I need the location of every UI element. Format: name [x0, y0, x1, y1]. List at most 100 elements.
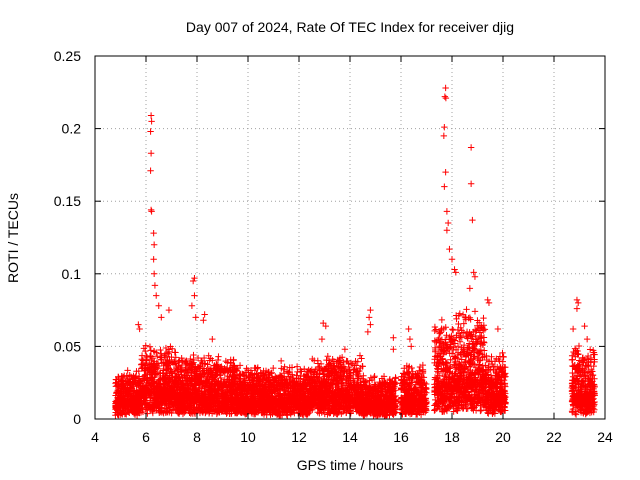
data-point — [116, 401, 124, 408]
data-point — [149, 380, 157, 387]
data-point — [158, 354, 165, 361]
data-point — [169, 403, 177, 410]
data-point — [161, 350, 169, 358]
data-point — [115, 389, 122, 397]
data-point — [143, 353, 151, 361]
data-point — [226, 373, 233, 381]
data-point — [136, 377, 143, 385]
grid-lines — [95, 56, 605, 419]
data-point — [156, 383, 163, 390]
data-point — [126, 380, 133, 387]
data-point — [126, 371, 133, 379]
data-point — [142, 399, 149, 407]
data-point — [166, 405, 174, 413]
data-point — [143, 394, 150, 402]
data-point — [144, 410, 151, 417]
data-point — [194, 405, 202, 412]
data-point — [181, 373, 188, 380]
data-point — [174, 374, 181, 381]
data-point — [148, 401, 155, 409]
data-point — [214, 408, 222, 415]
data-point — [164, 396, 172, 403]
data-point — [121, 410, 129, 418]
data-point — [155, 403, 162, 411]
data-point — [113, 399, 120, 406]
data-point — [219, 382, 226, 390]
data-point — [189, 360, 196, 367]
data-point — [125, 408, 132, 416]
data-point — [143, 401, 151, 408]
data-point — [128, 406, 136, 414]
data-point — [156, 407, 163, 415]
data-point — [215, 353, 222, 360]
data-point — [164, 356, 171, 364]
data-point — [155, 370, 163, 377]
data-point — [212, 372, 219, 379]
data-point — [160, 409, 167, 417]
data-point — [139, 406, 146, 413]
data-point — [119, 395, 126, 403]
data-point — [117, 379, 125, 387]
data-point — [166, 360, 173, 368]
data-point — [175, 358, 182, 366]
data-point — [184, 365, 192, 372]
data-point — [153, 353, 161, 360]
data-point — [112, 402, 120, 409]
data-point — [142, 342, 149, 349]
data-point — [123, 388, 131, 395]
data-point — [149, 368, 157, 376]
data-point — [151, 405, 158, 412]
data-point — [217, 374, 224, 382]
data-point — [144, 375, 151, 383]
data-point — [120, 389, 127, 396]
data-point — [160, 359, 167, 366]
data-point — [124, 401, 131, 408]
data-point — [166, 378, 173, 385]
data-point — [142, 347, 149, 355]
data-point — [153, 349, 160, 356]
data-point — [175, 408, 182, 416]
data-point — [133, 396, 140, 404]
data-points — [112, 84, 598, 419]
data-point — [114, 387, 121, 394]
data-point — [138, 404, 145, 412]
data-point — [139, 361, 147, 368]
data-point — [146, 397, 154, 404]
data-point — [162, 344, 170, 352]
data-point — [133, 381, 141, 388]
data-point — [141, 371, 149, 379]
data-point — [141, 388, 148, 395]
data-point — [138, 397, 145, 405]
data-point — [152, 396, 159, 404]
data-point — [139, 408, 147, 416]
data-point — [151, 365, 159, 372]
data-point — [168, 353, 175, 361]
data-point — [115, 395, 123, 402]
data-point — [126, 396, 133, 404]
data-point — [146, 352, 154, 360]
data-point — [222, 357, 230, 365]
data-point — [168, 345, 176, 352]
data-point — [135, 382, 142, 389]
data-point — [146, 374, 154, 381]
data-point — [146, 343, 154, 350]
data-point — [194, 354, 202, 362]
data-point — [161, 393, 168, 401]
data-point — [145, 404, 152, 411]
data-point — [152, 364, 159, 371]
data-point — [127, 397, 134, 405]
data-point — [131, 403, 138, 410]
data-point — [164, 379, 172, 386]
data-point — [159, 408, 167, 416]
data-point — [167, 366, 174, 373]
data-point — [157, 387, 165, 394]
data-point — [143, 357, 150, 364]
data-point — [154, 360, 162, 367]
data-point — [166, 387, 173, 394]
data-point — [169, 359, 176, 366]
data-point — [165, 404, 173, 411]
data-point — [138, 356, 145, 363]
data-point — [190, 359, 197, 366]
data-point — [123, 372, 130, 380]
